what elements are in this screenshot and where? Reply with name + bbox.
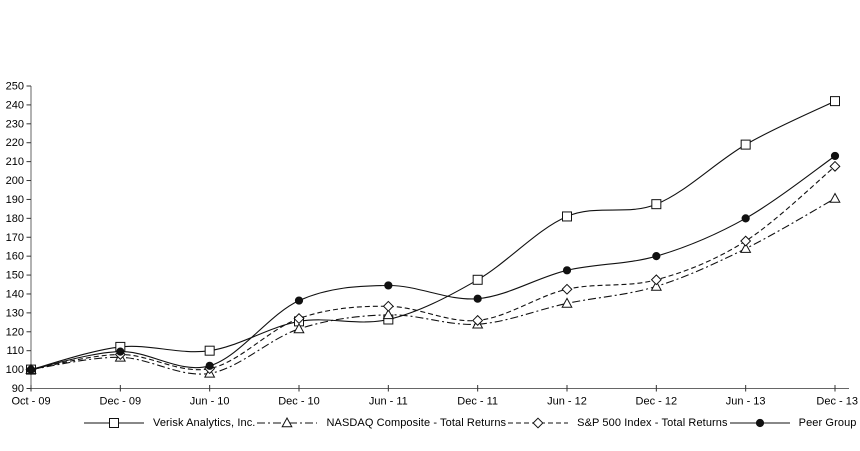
square-open-icon (740, 139, 751, 150)
legend-marker-sample (506, 416, 570, 430)
circle-filled-icon (384, 281, 393, 290)
legend-marker-sample (255, 416, 319, 430)
circle-filled-icon (755, 418, 764, 428)
legend-marker-sample (82, 416, 146, 430)
series-line-0 (30, 100, 836, 371)
circle-filled-icon (473, 294, 482, 303)
triangle-open-icon (257, 416, 318, 428)
y-axis-tick-label: 150 (6, 270, 24, 282)
y-axis-tick-label: 110 (6, 345, 24, 357)
y-axis-tick-label: 250 (6, 81, 24, 93)
circle-filled-icon (294, 296, 304, 305)
y-axis-tick-label: 140 (6, 288, 24, 300)
triangle-open-icon (740, 242, 752, 253)
x-axis-tick-label: Dec - 11 (457, 396, 498, 408)
diamond-open-icon (382, 300, 394, 312)
triangle-open-icon (561, 297, 573, 308)
x-axis-tick-label: Jun - 12 (547, 396, 587, 408)
y-axis-tick-label: 180 (6, 213, 24, 225)
y-axis-tick-label: 210 (6, 156, 24, 168)
diamond-open-icon (532, 417, 544, 429)
circle-filled-icon (830, 151, 840, 161)
triangle-open-icon (293, 322, 305, 334)
circle-filled-icon (741, 214, 750, 223)
legend-label: Peer Group (798, 417, 857, 429)
square-open-icon (472, 274, 483, 285)
square-open-icon (562, 211, 572, 222)
y-axis-tick-label: 120 (6, 326, 24, 338)
series-line-3 (30, 155, 836, 371)
legend-item: Peer Group (728, 416, 857, 430)
diamond-open-icon (561, 283, 573, 295)
circle-filled-icon (205, 361, 214, 370)
y-axis-tick-label: 90 (12, 383, 24, 395)
legend-marker-sample (728, 416, 792, 430)
legend-label: Verisk Analytics, Inc. (153, 417, 256, 429)
diamond-open-icon (508, 417, 569, 429)
circle-filled-icon (562, 266, 572, 275)
y-axis-tick-label: 200 (6, 175, 24, 187)
series-line-1 (30, 198, 836, 375)
square-open-icon (830, 96, 840, 107)
series-markers-0 (26, 96, 840, 375)
y-axis-tick-label: 100 (6, 364, 24, 376)
x-axis-tick-label: Dec - 13 (816, 396, 858, 408)
y-axis-tick-label: 220 (6, 137, 24, 149)
chart-legend: Verisk Analytics, Inc. NASDAQ Composite … (0, 412, 860, 430)
triangle-open-icon (829, 192, 841, 203)
square-open-icon (651, 199, 662, 210)
legend-label: S&P 500 Index - Total Returns (577, 417, 728, 429)
diamond-open-icon (293, 313, 305, 325)
diamond-open-icon (650, 274, 662, 286)
triangle-open-icon (382, 308, 394, 320)
performance-line-chart: 90 100 110 120 130 140 150 160 170 180 190 200 210 22… (6, 81, 858, 408)
series-markers-1 (25, 192, 841, 378)
x-axis-tick-label: Jun - 11 (369, 396, 408, 408)
x-axis-tick-label: Oct - 09 (11, 396, 50, 408)
y-axis-tick-label: 230 (6, 118, 24, 130)
square-open-icon (84, 418, 144, 428)
diamond-open-icon (740, 235, 752, 247)
x-axis-tick-label: Jun - 10 (190, 396, 230, 408)
y-axis-tick-label: 190 (6, 194, 24, 206)
y-axis-tick-label: 160 (6, 251, 24, 263)
legend-item: Verisk Analytics, Inc. (82, 416, 255, 430)
y-axis-tick-label: 170 (6, 232, 24, 244)
x-axis-tick-label: Dec - 12 (636, 396, 678, 408)
x-axis-tick-label: Jun - 13 (726, 396, 766, 408)
series-markers-2 (25, 160, 841, 376)
triangle-open-icon (650, 280, 662, 291)
circle-filled-icon (652, 252, 661, 261)
x-axis-tick-label: Dec - 09 (100, 396, 142, 408)
diamond-open-icon (829, 160, 841, 172)
square-open-icon (109, 418, 119, 428)
series-line-2 (30, 165, 836, 371)
legend-item: S&P 500 Index - Total Returns (506, 416, 728, 430)
chart-axes (30, 86, 849, 389)
series-markers-3 (26, 151, 840, 374)
legend-label: NASDAQ Composite - Total Returns (326, 417, 507, 429)
y-axis-tick-label: 130 (6, 307, 24, 319)
triangle-open-icon (281, 416, 294, 428)
chart-canvas: 90 100 110 120 130 140 150 160 170 180 190 200 210 22… (6, 81, 858, 408)
square-open-icon (204, 345, 215, 356)
circle-filled-icon (26, 365, 36, 374)
legend-item: NASDAQ Composite - Total Returns (255, 416, 506, 430)
y-axis-tick-label: 240 (6, 99, 24, 111)
circle-filled-icon (729, 418, 790, 428)
circle-filled-icon (116, 347, 125, 356)
diamond-open-icon (472, 314, 484, 326)
x-axis-tick-label: Dec - 10 (278, 396, 320, 408)
